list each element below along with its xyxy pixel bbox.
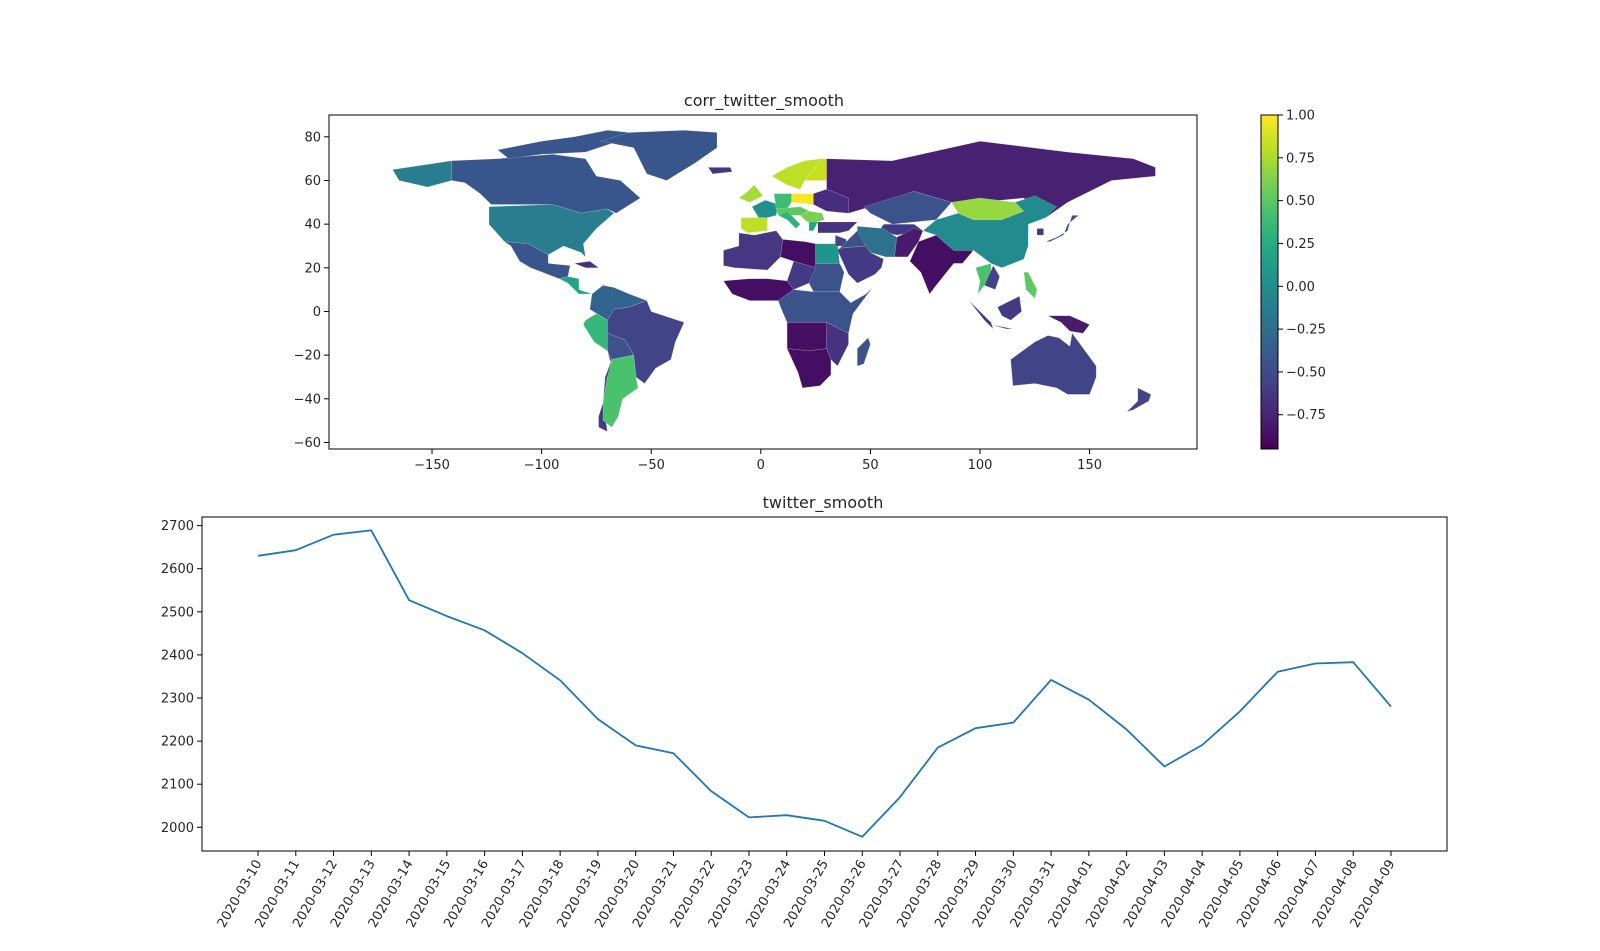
map-region	[1126, 387, 1152, 413]
map-region	[707, 167, 733, 175]
map-y-tick-label: 20	[304, 261, 321, 276]
map-x-tick-label: 50	[862, 458, 879, 473]
map-region	[922, 195, 1057, 268]
line-y-tick-label: 2500	[161, 605, 194, 620]
map-region	[451, 154, 641, 214]
line-y-tick-label: 2600	[161, 562, 194, 577]
map-region	[990, 324, 1013, 330]
map-region	[984, 265, 1000, 290]
map-x-tick-label: 0	[757, 458, 765, 473]
map-region	[997, 295, 1022, 321]
map-region	[740, 217, 768, 234]
map-region	[786, 348, 832, 389]
colorbar-tick-label: 1.00	[1286, 109, 1315, 124]
map-y-axis: −60 −40 −20 0 20 40 60 80	[294, 130, 329, 451]
map-region	[558, 276, 593, 295]
map-region	[488, 204, 615, 258]
map-region	[909, 234, 974, 295]
map-region	[1036, 228, 1044, 236]
map-region	[786, 322, 827, 351]
map-y-tick-label: −20	[294, 349, 321, 364]
map-region	[786, 261, 816, 290]
map-x-tick-label: −150	[414, 458, 450, 473]
line-y-tick-label: 2200	[161, 735, 194, 750]
map-region	[817, 221, 858, 234]
line-y-axis: 2000 2100 2200 2300 2400 2500 2600 2700	[161, 519, 202, 836]
line-title: twitter_smooth	[763, 493, 884, 513]
map-region	[600, 130, 718, 181]
map-region	[777, 210, 801, 229]
map-region	[751, 199, 779, 218]
map-y-tick-label: −60	[294, 436, 321, 451]
map-region	[837, 245, 884, 284]
line-panel: twitter_smooth 2000210022002300240025002…	[161, 493, 1448, 930]
map-y-tick-label: 40	[304, 218, 321, 233]
map-region	[815, 243, 840, 264]
line-frame	[201, 516, 1448, 852]
colorbar-ticks: −0.75 −0.50 −0.25 0.00 0.25 0.50 0.75 1.00	[1278, 109, 1326, 423]
colorbar-gradient	[1260, 114, 1279, 450]
colorbar: −0.75 −0.50 −0.25 0.00 0.25 0.50 0.75 1.00	[1260, 109, 1326, 450]
map-region	[1045, 215, 1080, 242]
map-region	[1010, 332, 1097, 395]
colorbar-tick-label: 0.50	[1286, 194, 1315, 209]
map-region	[573, 261, 600, 268]
line-y-tick-label: 2000	[161, 821, 194, 836]
line-y-tick-label: 2100	[161, 778, 194, 793]
line-x-axis: 2020-03-102020-03-112020-03-122020-03-13…	[215, 851, 1398, 930]
map-x-axis: −150 −100 −50 0 50 100 150	[414, 449, 1102, 473]
map-x-tick-label: 150	[1077, 458, 1102, 473]
series-line	[257, 529, 1392, 838]
map-region	[968, 300, 994, 330]
map-y-tick-label: 80	[304, 130, 321, 145]
map-region	[1047, 315, 1090, 334]
colorbar-tick-label: −0.75	[1286, 408, 1326, 423]
map-region	[392, 160, 452, 188]
map-regions	[392, 130, 1156, 432]
map-x-tick-label: 100	[968, 458, 993, 473]
line-y-tick-label: 2400	[161, 648, 194, 663]
map-region	[1023, 272, 1038, 299]
map-region	[497, 130, 630, 159]
colorbar-tick-label: 0.25	[1286, 237, 1315, 252]
colorbar-tick-label: 0.75	[1286, 151, 1315, 166]
map-region	[723, 230, 783, 271]
map-x-tick-label: −50	[637, 458, 664, 473]
map-region	[602, 354, 639, 428]
map-panel: corr_twitter_smooth −150 −100 −50 0 50 100 150…	[294, 91, 1198, 473]
colorbar-tick-label: −0.25	[1286, 323, 1326, 338]
map-y-tick-label: 60	[304, 174, 321, 189]
map-region	[800, 210, 825, 225]
map-y-tick-label: −40	[294, 392, 321, 407]
map-frame	[328, 114, 1198, 450]
map-region	[857, 337, 871, 367]
map-region	[738, 184, 764, 203]
colorbar-tick-label: −0.50	[1286, 365, 1326, 380]
map-y-tick-label: 0	[313, 305, 321, 320]
map-region	[791, 193, 814, 205]
map-title: corr_twitter_smooth	[684, 91, 844, 111]
map-region	[773, 193, 792, 210]
map-region	[808, 221, 819, 231]
map-x-tick-label: −100	[524, 458, 560, 473]
line-y-tick-label: 2300	[161, 692, 194, 707]
colorbar-tick-label: 0.00	[1286, 280, 1315, 295]
map-region	[583, 313, 608, 352]
line-y-tick-label: 2700	[161, 519, 194, 534]
